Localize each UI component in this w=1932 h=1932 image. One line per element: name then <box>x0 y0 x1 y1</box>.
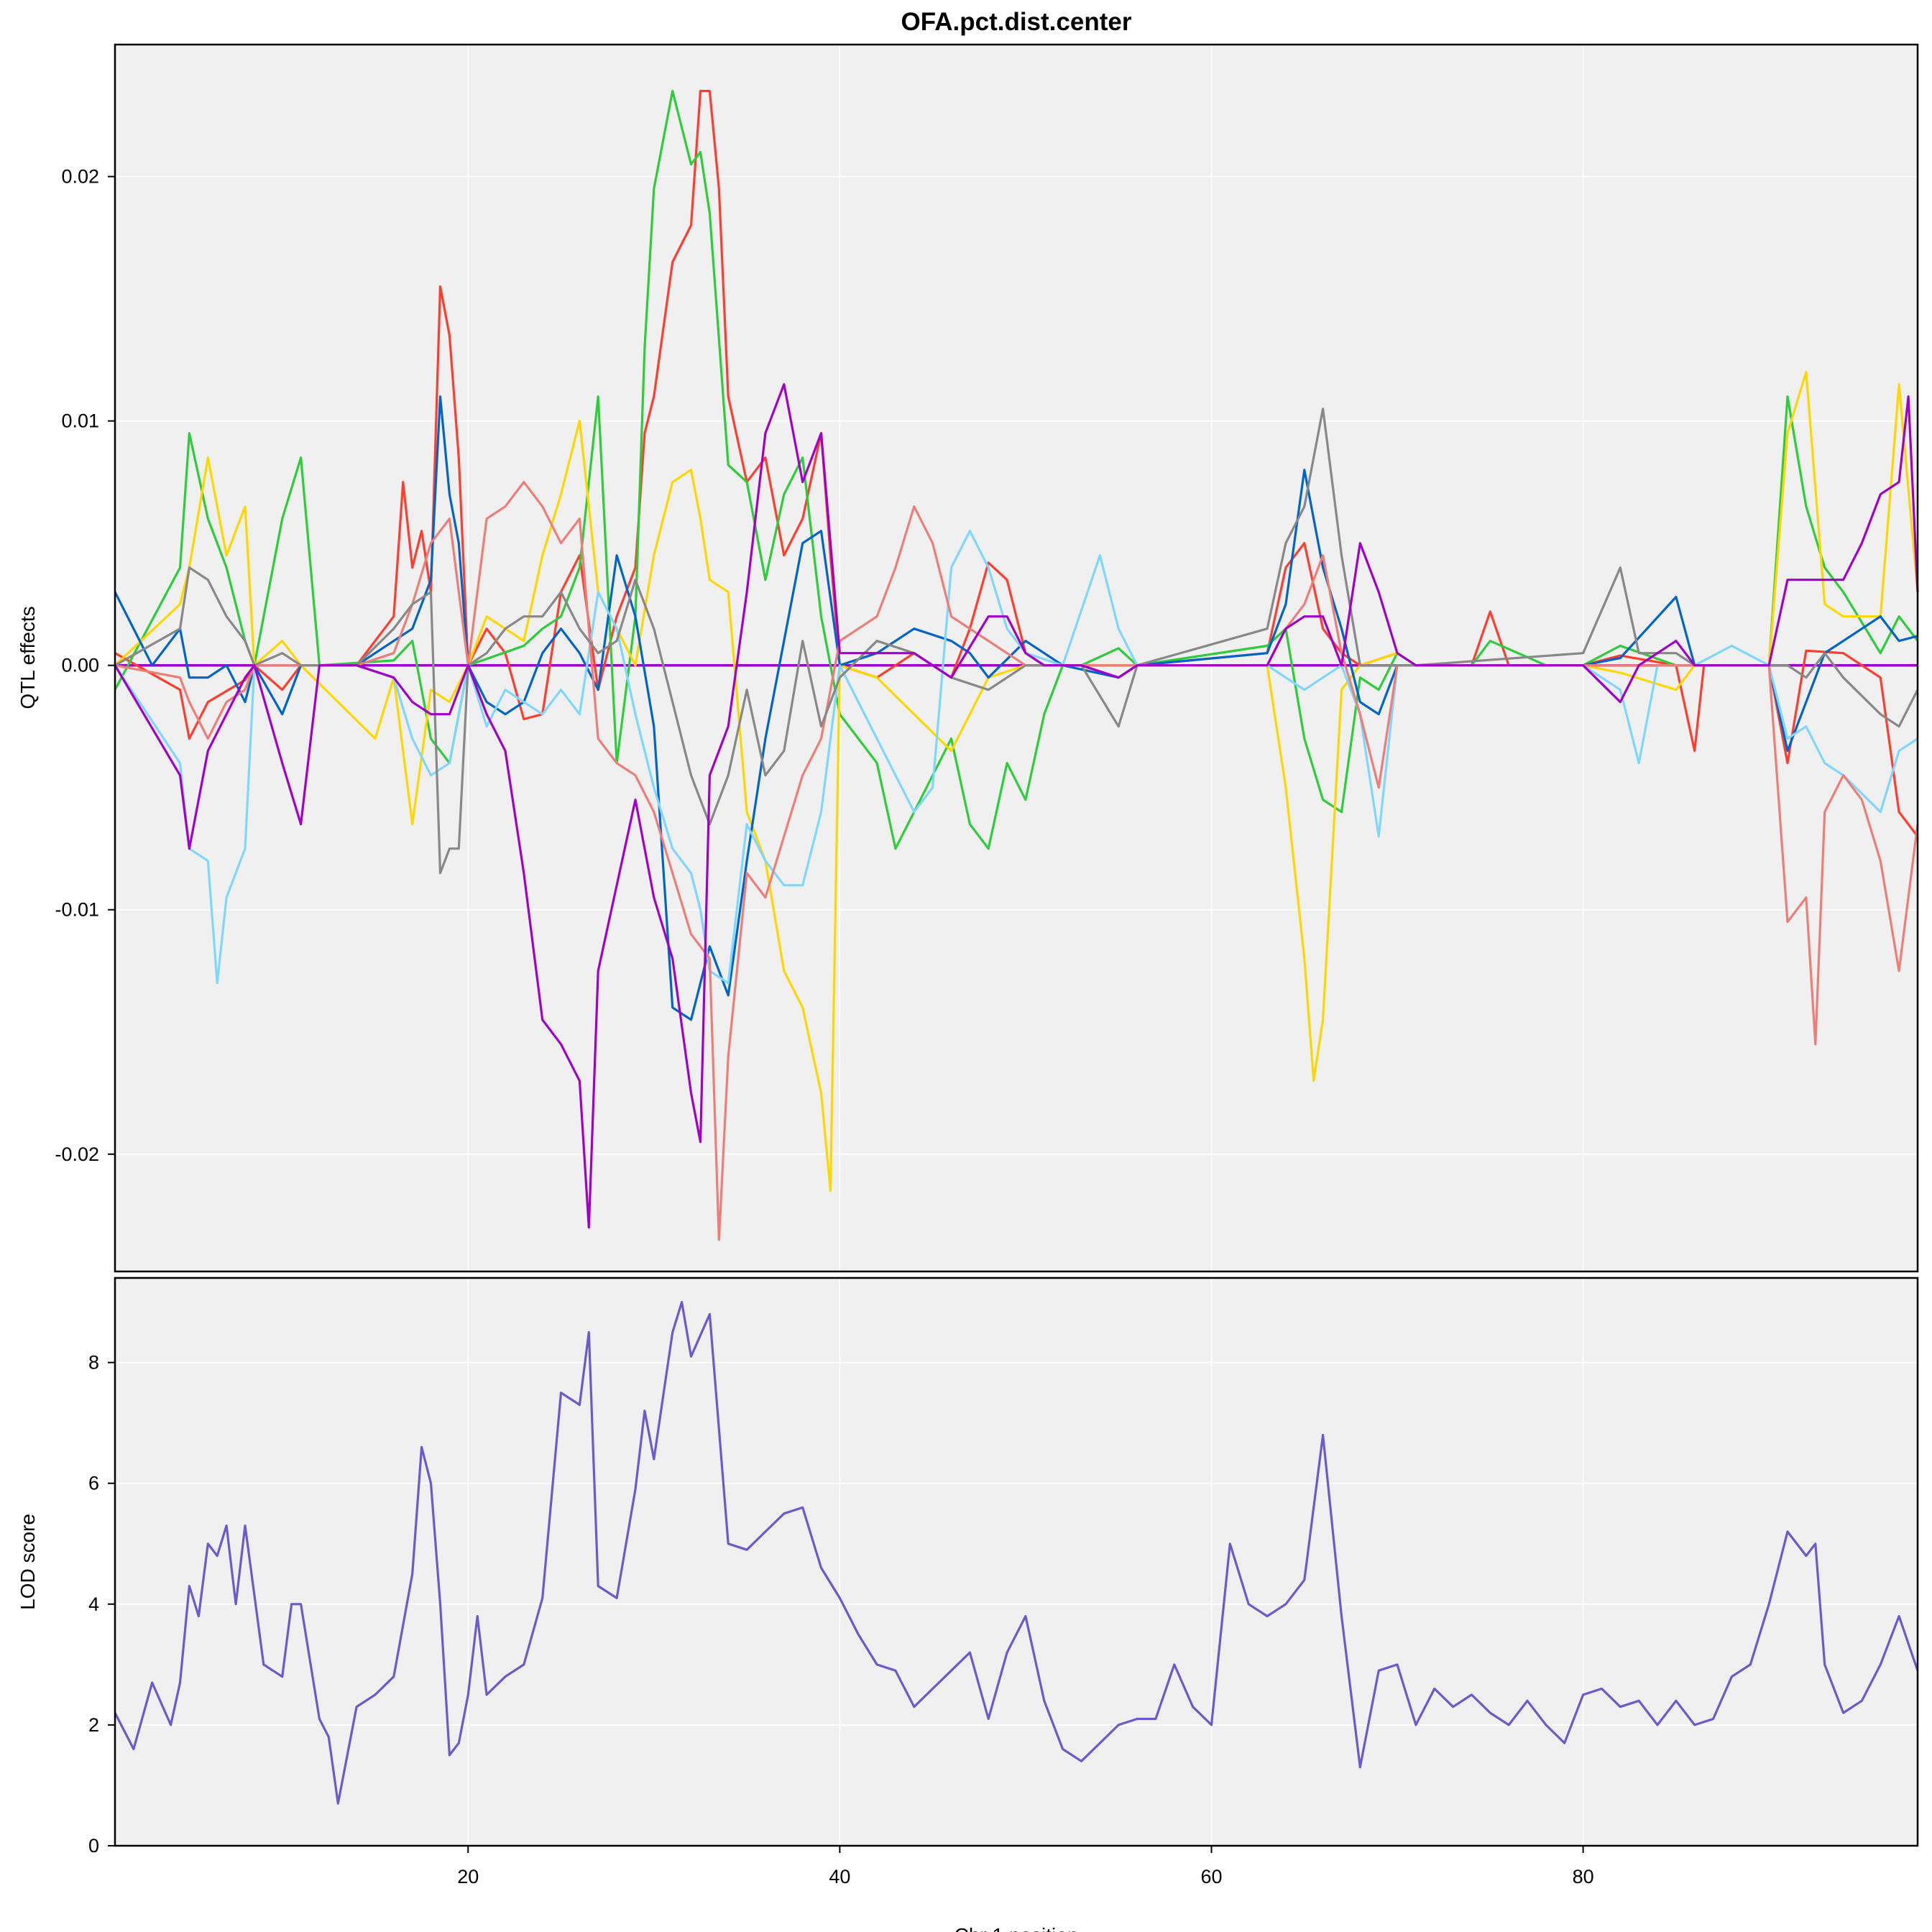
effects-series-line-4 <box>114 530 1918 985</box>
effects-series-line-2 <box>114 371 1919 1192</box>
x-tick-label: 60 <box>1200 1866 1222 1887</box>
effects-y-tick-label: 0.00 <box>61 655 99 676</box>
effects-y-tick-label: 0.01 <box>61 410 99 432</box>
effects-y-tick-label: -0.02 <box>55 1144 99 1165</box>
lod-y-tick-label: 2 <box>88 1714 99 1736</box>
lod-y-tick-label: 6 <box>88 1473 99 1494</box>
lod-y-axis: 0 2 4 6 8 <box>88 1352 115 1857</box>
effects-y-tick-label: 0.02 <box>61 166 99 188</box>
x-tick-label: 20 <box>457 1866 479 1887</box>
chart-title: OFA.pct.dist.center <box>901 8 1132 36</box>
effects-series-line-6 <box>114 408 1919 875</box>
lod-series <box>114 1300 1919 1805</box>
x-tick-label: 80 <box>1573 1866 1594 1887</box>
lod-y-axis-label: LOD score <box>17 1514 39 1610</box>
effects-series-line-5 <box>114 481 1919 1241</box>
effects-y-axis-label: QTL effects <box>17 606 39 709</box>
x-tick-label: 40 <box>829 1866 850 1887</box>
effects-panel: -0.02 -0.01 0.00 0.01 0.02 QTL effects <box>17 43 1919 1273</box>
lod-panel-frame <box>114 1276 1919 1847</box>
effects-y-tick-label: -0.01 <box>55 899 99 921</box>
effects-panel-frame <box>114 43 1919 1273</box>
x-axis: 20 40 60 80 <box>457 1846 1594 1887</box>
lod-series-line-0 <box>114 1300 1919 1805</box>
lod-y-tick-label: 8 <box>88 1352 99 1374</box>
effects-y-axis: -0.02 -0.01 0.00 0.01 0.02 <box>55 166 115 1165</box>
lod-y-tick-label: 0 <box>88 1835 99 1857</box>
lod-panel: 0 2 4 6 8 20 40 60 80 LOD score Chr 1 position <box>17 1276 1919 1932</box>
x-axis-label: Chr 1 position <box>954 1924 1079 1932</box>
effects-series-line-7 <box>114 383 1919 1229</box>
lod-panel-background <box>115 1278 1918 1846</box>
effects-series <box>114 89 1919 1241</box>
lod-y-tick-label: 4 <box>88 1593 99 1615</box>
